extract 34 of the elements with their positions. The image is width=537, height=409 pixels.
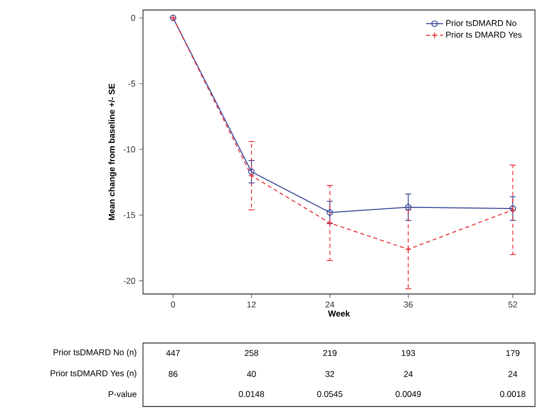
text: Prior tsDMARD Yes (n) — [50, 370, 136, 378]
text: 258 — [244, 350, 258, 356]
point — [248, 172, 255, 179]
text: 32 — [325, 371, 334, 377]
text: 0.0545 — [317, 391, 342, 397]
text: 40 — [246, 371, 256, 377]
text: 86 — [168, 371, 178, 377]
point — [405, 246, 412, 253]
y-tick-label: -15 — [124, 212, 136, 218]
y-tick-label: -5 — [128, 80, 136, 87]
text: 0.0018 — [500, 391, 526, 397]
text: Prior tsDMARD No (n) — [54, 349, 136, 357]
point — [326, 220, 334, 226]
text: 447 — [166, 350, 180, 356]
text: 0.0049 — [396, 391, 421, 397]
text: 193 — [402, 350, 415, 356]
y-axis-title: Mean change from baseline +/- SE — [108, 84, 116, 220]
legend-label: Prior ts DMARD Yes — [446, 31, 522, 38]
x-tick-label: 52 — [508, 302, 518, 308]
y-tick-label: 0 — [131, 14, 136, 21]
text: 219 — [323, 350, 337, 356]
text: 24 — [404, 371, 413, 377]
text: 179 — [506, 350, 520, 356]
text: P-value — [108, 390, 136, 398]
text: 24 — [508, 371, 518, 377]
x-tick-label: 36 — [404, 302, 413, 308]
x-axis-title: Week — [328, 310, 350, 317]
legend-label: Prior tsDMARD No — [446, 20, 516, 26]
x-tick-label: 12 — [247, 302, 256, 308]
y-tick-label: -10 — [124, 146, 136, 152]
y-tick-label: -20 — [124, 278, 136, 284]
text: 0.0148 — [238, 391, 264, 397]
x-tick-label: 0 — [171, 302, 176, 308]
x-tick-label: 24 — [326, 302, 334, 308]
